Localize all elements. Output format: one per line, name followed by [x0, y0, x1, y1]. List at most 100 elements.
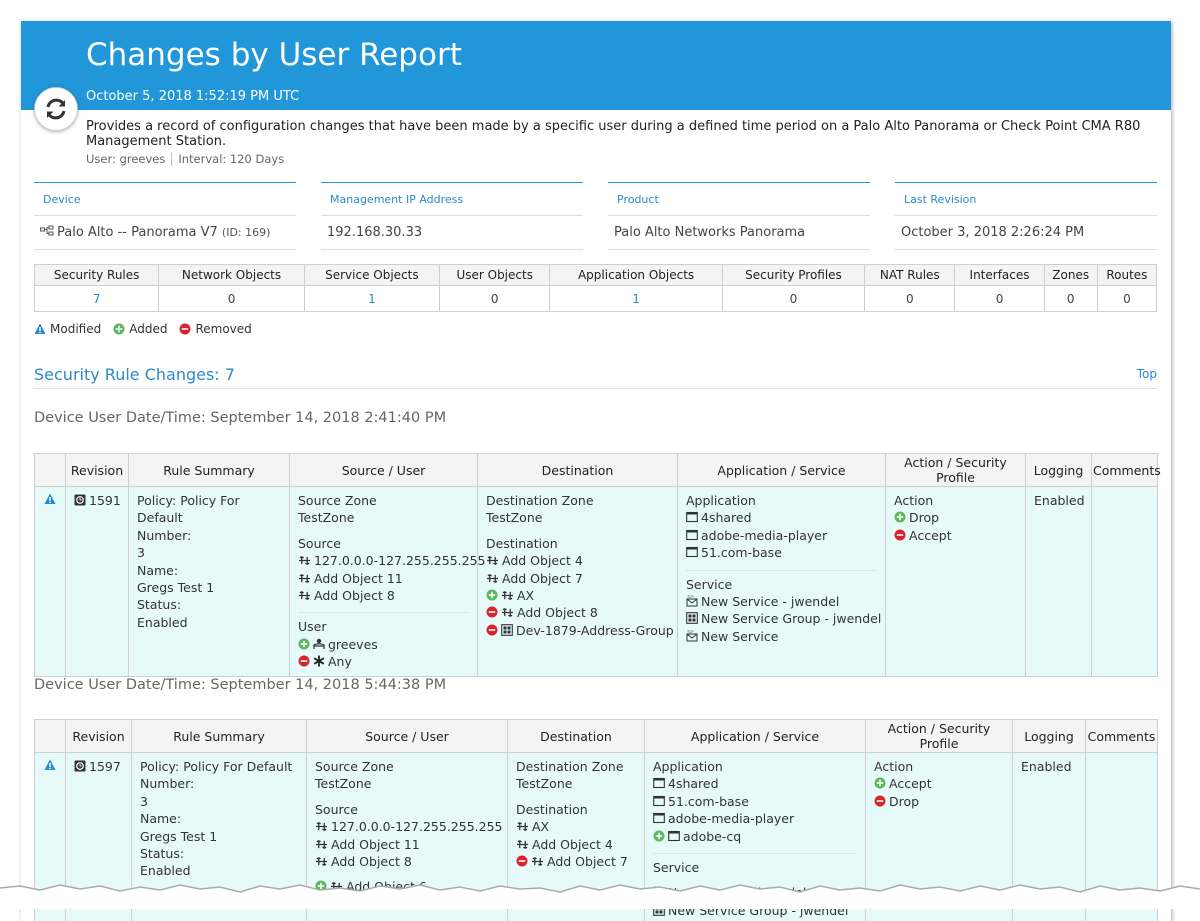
refresh-icon	[43, 96, 69, 122]
column-header: Application / Service	[645, 720, 866, 753]
added-icon	[486, 589, 498, 601]
device-label: Device	[34, 182, 296, 216]
summary-line: Policy: Policy For Default	[137, 492, 281, 527]
logging-value: Enabled	[1026, 487, 1092, 677]
summary-line: Enabled	[137, 614, 281, 631]
list-item: Drop	[874, 793, 1004, 810]
column-header: Comments	[1092, 454, 1158, 487]
removed-icon	[516, 855, 528, 867]
product-label: Product	[608, 182, 870, 216]
torn-edge	[0, 880, 1200, 909]
summary-line: Enabled	[140, 862, 298, 879]
count-value: 0	[955, 286, 1044, 312]
list-item: Add Object 8	[486, 604, 669, 621]
list-item: adobe-media-player	[653, 810, 857, 827]
source-zone-label: Source Zone	[315, 758, 499, 775]
app-item: 4shared	[668, 776, 719, 791]
service-icon	[686, 630, 698, 642]
action-item: Accept	[909, 528, 952, 543]
dest-item: Add Object 7	[502, 571, 583, 586]
change-table: Revision Rule Summary Source / User Dest…	[34, 453, 1158, 677]
dest-zone: TestZone	[516, 775, 636, 792]
source-label: Source	[298, 535, 469, 552]
revision-value: October 3, 2018 2:26:24 PM	[895, 216, 1157, 250]
ip-label: Management IP Address	[321, 182, 583, 216]
service-item: New Service - jwendel	[701, 594, 839, 609]
change-datetime: Device User Date/Time: September 14, 201…	[34, 677, 446, 693]
list-item: adobe-cq	[653, 828, 857, 845]
count-service-objects-link[interactable]: 1	[304, 286, 439, 312]
ip-value: 192.168.30.33	[321, 216, 583, 250]
list-item: Accept	[894, 527, 1017, 544]
device-name: Palo Alto -- Panorama V7	[57, 225, 218, 240]
change-datetime: Device User Date/Time: September 14, 201…	[34, 410, 446, 426]
list-item: AX	[516, 818, 636, 835]
info-ip: Management IP Address 192.168.30.33	[321, 182, 583, 250]
action-label: Action	[894, 492, 1017, 509]
action-item: Drop	[909, 510, 939, 525]
summary-line: Policy: Policy For Default	[140, 758, 298, 775]
legend-added: Added	[129, 322, 167, 336]
network-object-icon	[501, 607, 514, 618]
app-item: adobe-media-player	[668, 811, 794, 826]
report-banner: Changes by User Report October 5, 2018 1…	[21, 21, 1171, 110]
modified-icon	[44, 493, 56, 505]
count-security-rules-link[interactable]: 7	[35, 286, 159, 312]
network-object-icon	[298, 573, 311, 584]
dest-item: Add Object 4	[502, 553, 583, 568]
count-header: Interfaces	[955, 265, 1044, 286]
legend: Modified Added Removed	[34, 322, 252, 336]
report-user: User: greeves	[86, 152, 165, 166]
column-header: Comments	[1086, 720, 1158, 753]
list-item: Accept	[874, 775, 1004, 792]
count-value: 0	[1044, 286, 1097, 312]
application-icon	[653, 812, 665, 824]
app-item: 51.com-base	[668, 794, 749, 809]
network-object-icon	[531, 856, 544, 867]
list-item: New Service Group - jwendel	[686, 610, 877, 627]
application-icon	[686, 511, 698, 523]
service-icon	[686, 595, 698, 607]
summary-line: Number:	[137, 527, 281, 544]
report-interval: Interval: 120 Days	[178, 152, 284, 166]
list-item: 4shared	[653, 775, 857, 792]
added-icon	[894, 511, 906, 523]
network-object-icon	[501, 590, 514, 601]
count-header: Service Objects	[304, 265, 439, 286]
action-label: Action	[874, 758, 1004, 775]
removed-icon	[874, 795, 886, 807]
count-header: Security Rules	[35, 265, 159, 286]
top-link[interactable]: Top	[1137, 367, 1157, 381]
count-header: Zones	[1044, 265, 1097, 286]
table-row: 1591 Policy: Policy For Default Number: …	[35, 487, 1158, 677]
report-description: Provides a record of configuration chang…	[86, 119, 1156, 149]
network-object-icon	[516, 821, 529, 832]
network-object-icon	[516, 839, 529, 850]
revision-link[interactable]: 1597	[89, 759, 121, 774]
removed-icon	[486, 624, 498, 636]
section-divider	[34, 388, 1157, 389]
network-object-icon	[298, 590, 311, 601]
service-item: New Service	[701, 629, 778, 644]
dest-item: Add Object 7	[547, 854, 628, 869]
list-item: Dev-1879-Address-Group	[486, 622, 669, 639]
source-item: Add Object 8	[331, 854, 412, 869]
report-meta: User: greeves Interval: 120 Days	[86, 152, 284, 166]
refresh-button[interactable]	[34, 87, 78, 131]
report-page: Changes by User Report October 5, 2018 1…	[21, 21, 1171, 921]
address-group-icon	[501, 624, 513, 636]
source-item: 127.0.0.0-127.255.255.255	[331, 819, 503, 834]
count-application-objects-link[interactable]: 1	[550, 286, 722, 312]
added-icon	[653, 830, 665, 842]
user-item: Any	[328, 654, 352, 669]
count-value: 0	[722, 286, 864, 312]
revision-link[interactable]: 1591	[89, 493, 121, 508]
count-value: 0	[159, 286, 304, 312]
comments-cell	[1092, 487, 1158, 677]
report-title: Changes by User Report	[86, 37, 462, 73]
legend-removed: Removed	[195, 322, 251, 336]
source-zone-label: Source Zone	[298, 492, 469, 509]
modified-icon	[34, 323, 46, 335]
list-item: Add Object 7	[486, 570, 669, 587]
revision-label: Last Revision	[895, 182, 1157, 216]
